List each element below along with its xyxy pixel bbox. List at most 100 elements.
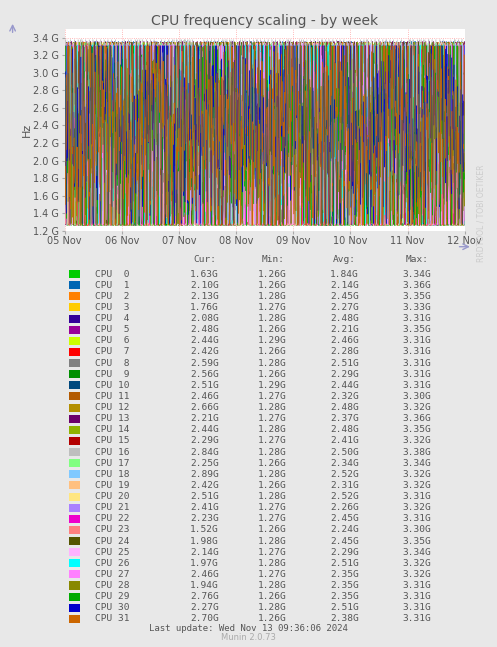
Text: 3.31G: 3.31G [402, 336, 431, 345]
Text: 1.26G: 1.26G [258, 281, 287, 290]
Text: 3.31G: 3.31G [402, 603, 431, 612]
Text: 1.76G: 1.76G [190, 303, 219, 312]
Text: CPU 11: CPU 11 [94, 392, 129, 401]
Text: 2.38G: 2.38G [331, 615, 359, 623]
Text: 1.26G: 1.26G [258, 369, 287, 378]
Bar [69, 370, 80, 378]
Text: 2.37G: 2.37G [331, 414, 359, 423]
Text: 2.46G: 2.46G [190, 570, 219, 579]
Text: 2.66G: 2.66G [190, 403, 219, 412]
Text: 3.32G: 3.32G [402, 570, 431, 579]
Text: 2.41G: 2.41G [190, 503, 219, 512]
Text: 1.26G: 1.26G [258, 270, 287, 278]
Text: Cur:: Cur: [193, 256, 216, 265]
Bar [69, 314, 80, 323]
Text: 2.32G: 2.32G [331, 392, 359, 401]
Text: CPU  0: CPU 0 [94, 270, 129, 278]
Text: 2.59G: 2.59G [190, 358, 219, 367]
Text: 2.51G: 2.51G [190, 492, 219, 501]
Text: 2.23G: 2.23G [190, 514, 219, 523]
Text: 3.31G: 3.31G [402, 314, 431, 323]
Text: 1.27G: 1.27G [258, 436, 287, 445]
Text: 2.76G: 2.76G [190, 592, 219, 601]
Text: CPU 12: CPU 12 [94, 403, 129, 412]
Text: 2.89G: 2.89G [190, 470, 219, 479]
Text: CPU  7: CPU 7 [94, 347, 129, 356]
Text: CPU 18: CPU 18 [94, 470, 129, 479]
Text: 3.35G: 3.35G [402, 325, 431, 334]
Bar [69, 348, 80, 356]
Bar [69, 593, 80, 600]
Text: Last update: Wed Nov 13 09:36:06 2024: Last update: Wed Nov 13 09:36:06 2024 [149, 624, 348, 633]
Text: 2.35G: 2.35G [331, 570, 359, 579]
Text: 1.26G: 1.26G [258, 592, 287, 601]
Text: 2.48G: 2.48G [331, 403, 359, 412]
Text: CPU  9: CPU 9 [94, 369, 129, 378]
Text: 2.31G: 2.31G [331, 481, 359, 490]
Text: 2.56G: 2.56G [190, 369, 219, 378]
Text: CPU 22: CPU 22 [94, 514, 129, 523]
Bar [69, 515, 80, 523]
Text: 3.32G: 3.32G [402, 436, 431, 445]
Bar [69, 337, 80, 345]
Bar [69, 448, 80, 456]
Text: 2.29G: 2.29G [331, 547, 359, 556]
Text: 2.44G: 2.44G [190, 336, 219, 345]
Text: 1.27G: 1.27G [258, 570, 287, 579]
Text: Avg:: Avg: [333, 256, 356, 265]
Text: 1.28G: 1.28G [258, 358, 287, 367]
Bar [69, 415, 80, 422]
Text: 2.44G: 2.44G [331, 381, 359, 389]
Text: 1.27G: 1.27G [258, 503, 287, 512]
Bar [69, 292, 80, 300]
Text: 1.52G: 1.52G [190, 525, 219, 534]
Text: 2.29G: 2.29G [190, 436, 219, 445]
Text: 3.31G: 3.31G [402, 615, 431, 623]
Bar [69, 559, 80, 567]
Text: 3.31G: 3.31G [402, 592, 431, 601]
Text: 2.21G: 2.21G [190, 414, 219, 423]
Text: CPU 26: CPU 26 [94, 559, 129, 568]
Text: 1.97G: 1.97G [190, 559, 219, 568]
Text: 3.31G: 3.31G [402, 358, 431, 367]
Text: 2.28G: 2.28G [331, 347, 359, 356]
Text: 1.27G: 1.27G [258, 303, 287, 312]
Text: 2.34G: 2.34G [331, 459, 359, 468]
Text: 3.33G: 3.33G [402, 303, 431, 312]
Text: 3.31G: 3.31G [402, 369, 431, 378]
Bar [69, 582, 80, 589]
Text: 2.29G: 2.29G [331, 369, 359, 378]
Text: 3.32G: 3.32G [402, 403, 431, 412]
Bar [69, 526, 80, 534]
Text: 3.31G: 3.31G [402, 514, 431, 523]
Bar [69, 426, 80, 433]
Text: 1.29G: 1.29G [258, 381, 287, 389]
Bar [69, 492, 80, 501]
Text: CPU 25: CPU 25 [94, 547, 129, 556]
Bar [69, 470, 80, 478]
Bar [69, 604, 80, 612]
Bar [69, 503, 80, 512]
Text: 2.50G: 2.50G [331, 448, 359, 457]
Text: 2.24G: 2.24G [331, 525, 359, 534]
Text: 3.31G: 3.31G [402, 381, 431, 389]
Text: 1.27G: 1.27G [258, 392, 287, 401]
Text: CPU 14: CPU 14 [94, 425, 129, 434]
Text: CPU 13: CPU 13 [94, 414, 129, 423]
Text: RRDTOOL / TOBI OETIKER: RRDTOOL / TOBI OETIKER [477, 165, 486, 262]
Bar [69, 359, 80, 367]
Text: 2.51G: 2.51G [190, 381, 219, 389]
Text: 1.26G: 1.26G [258, 481, 287, 490]
Text: CPU 10: CPU 10 [94, 381, 129, 389]
Text: 2.51G: 2.51G [331, 603, 359, 612]
Text: CPU  4: CPU 4 [94, 314, 129, 323]
Bar [69, 537, 80, 545]
Text: 2.70G: 2.70G [190, 615, 219, 623]
Text: 2.14G: 2.14G [190, 547, 219, 556]
Text: 3.34G: 3.34G [402, 270, 431, 278]
Text: 3.31G: 3.31G [402, 492, 431, 501]
Bar [69, 437, 80, 445]
Text: CPU 21: CPU 21 [94, 503, 129, 512]
Text: 3.31G: 3.31G [402, 581, 431, 590]
Text: 2.42G: 2.42G [190, 481, 219, 490]
